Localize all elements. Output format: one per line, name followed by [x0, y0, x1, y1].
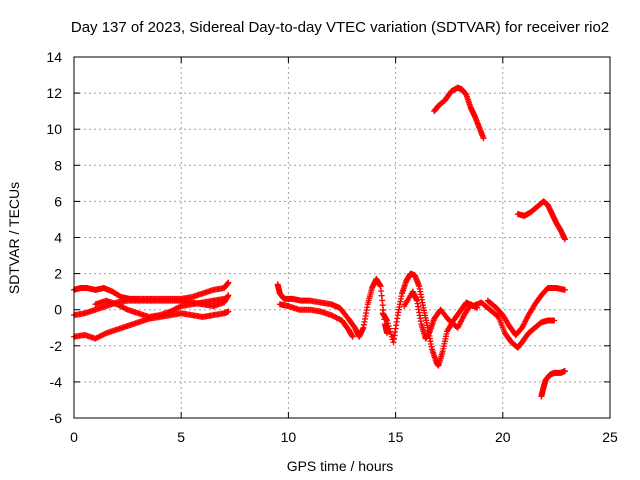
series-arc-3	[71, 308, 232, 342]
x-tick-label: 15	[388, 429, 404, 445]
data-point	[384, 317, 391, 324]
data-point	[384, 320, 391, 327]
y-tick-label: 0	[54, 302, 62, 318]
data-point	[480, 135, 487, 142]
y-tick-label: -4	[50, 374, 63, 390]
data-point	[384, 330, 391, 337]
plot-frame	[73, 56, 611, 419]
data-point	[225, 292, 232, 299]
data-point	[561, 368, 568, 375]
data-points	[71, 84, 568, 400]
data-point	[225, 279, 232, 286]
data-point	[561, 236, 568, 243]
y-tick-label: 8	[54, 157, 62, 173]
y-tick-label: 12	[46, 85, 62, 101]
series-arc-8	[401, 288, 481, 342]
y-tick-label: 4	[54, 230, 62, 246]
series-arc-11	[514, 198, 568, 243]
data-point	[385, 322, 392, 329]
x-tick-label: 0	[70, 429, 78, 445]
series-arc-5	[274, 276, 391, 340]
data-point	[221, 295, 228, 302]
y-tick-label: -2	[50, 338, 63, 354]
y-tick-label: 10	[46, 121, 62, 137]
series-arc-12	[538, 368, 568, 400]
y-tick-label: 6	[54, 193, 62, 209]
data-point	[101, 330, 108, 337]
series-arc-9	[484, 285, 568, 338]
data-point	[387, 328, 394, 335]
x-tick-label: 10	[281, 429, 297, 445]
data-point	[388, 331, 395, 338]
series-arc-10	[431, 84, 487, 142]
y-axis-label: SDTVAR / TECUs	[6, 182, 22, 294]
data-point	[349, 333, 356, 340]
data-point	[551, 317, 558, 324]
y-axis-ticks: -6 -4 -2 0 2 4 6 8 10 12 14	[46, 49, 610, 426]
y-tick-label: -6	[50, 410, 63, 426]
grid	[74, 57, 610, 418]
data-point	[225, 308, 232, 315]
x-tick-label: 25	[602, 429, 618, 445]
x-tick-label: 5	[177, 429, 185, 445]
data-point	[123, 306, 130, 313]
data-point	[389, 336, 396, 343]
series-arc-7	[379, 270, 558, 369]
data-point	[386, 325, 393, 332]
data-point	[176, 303, 183, 310]
data-point	[561, 286, 568, 293]
x-axis-label: GPS time / hours	[287, 458, 394, 474]
series-arc-6	[276, 301, 356, 340]
series-arc-4	[92, 295, 228, 320]
x-tick-label: 20	[495, 429, 511, 445]
x-axis-ticks: 0 5 10 15 20 25	[70, 57, 618, 445]
data-point	[474, 304, 481, 311]
chart-title: Day 137 of 2023, Sidereal Day-to-day VTE…	[71, 19, 609, 36]
y-tick-label: 2	[54, 266, 62, 282]
y-tick-label: 14	[46, 49, 62, 65]
